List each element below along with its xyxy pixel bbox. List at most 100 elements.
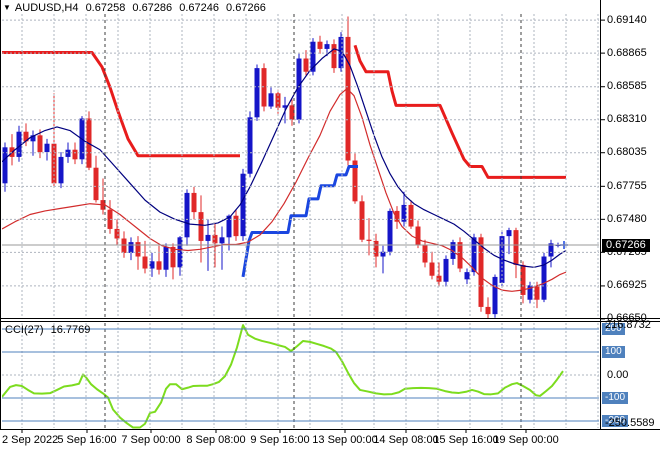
candle-body-down xyxy=(366,239,372,241)
candle-body-down xyxy=(191,192,197,213)
candle-body-up xyxy=(310,41,316,72)
trail-stop-line-blue xyxy=(241,165,358,278)
candle-body-down xyxy=(275,93,281,108)
candle-body-up xyxy=(205,234,211,241)
low-value: 0.67246 xyxy=(179,2,219,14)
candle-body-down xyxy=(373,240,379,257)
chart-title: ▼ AUDUSD,H4 0.67258 0.67286 0.67246 0.672… xyxy=(3,2,270,14)
price-axis-label: 0.68035 xyxy=(607,146,647,159)
time-axis-label: 19 Sep 00:00 xyxy=(493,434,559,446)
candle-body-down xyxy=(429,262,435,276)
candle-body-up xyxy=(65,149,71,157)
candle-body-down xyxy=(394,210,400,222)
price-axis-label: 0.66650 xyxy=(607,312,647,325)
candle-body-down xyxy=(457,242,463,269)
candle-body-down xyxy=(352,160,358,202)
candle-body-up xyxy=(492,276,498,315)
candle-body-down xyxy=(156,261,162,270)
candle-body-down xyxy=(121,238,127,253)
candle-body-down xyxy=(23,131,29,142)
ma-fast-line xyxy=(2,48,567,268)
candle-body-up xyxy=(58,156,64,184)
price-axis-label: 0.67480 xyxy=(607,212,647,225)
cci-level-badge: -100 xyxy=(602,392,629,404)
candle-body-down xyxy=(513,230,519,265)
candle-body-down xyxy=(170,246,176,268)
candle-body-up xyxy=(338,36,344,69)
time-axis-label: 2 Sep 2022 xyxy=(2,434,59,446)
candle-body-up xyxy=(443,258,449,282)
candle-body-down xyxy=(135,242,141,257)
candle-body-up xyxy=(219,237,225,244)
indicator-name: CCI(27) xyxy=(5,324,44,336)
open-value: 0.67258 xyxy=(85,2,126,14)
time-axis-label: 9 Sep 16:00 xyxy=(250,434,310,446)
chevron-down-icon[interactable]: ▼ xyxy=(3,3,11,12)
candle-body-down xyxy=(289,105,295,120)
candle-body-down xyxy=(93,167,99,201)
candle-body-down xyxy=(485,306,491,315)
candle-body-up xyxy=(471,237,477,273)
candle-body-up xyxy=(44,143,50,153)
candle-body-up xyxy=(30,135,36,142)
time-axis-label: 14 Sep 08:00 xyxy=(373,434,439,446)
time-axis-label: 15 Sep 16:00 xyxy=(433,434,499,446)
candle-body-down xyxy=(408,204,414,227)
price-axis-label: 0.68585 xyxy=(607,80,647,93)
candle-body-up xyxy=(240,173,246,237)
candle-body-down xyxy=(317,41,323,49)
candle-body-up xyxy=(548,243,554,257)
candle-body-down xyxy=(331,44,337,69)
price-axis-label: 0.68310 xyxy=(607,113,647,126)
time-axis-label: 5 Sep 16:00 xyxy=(57,434,117,446)
price-axis-label: 0.66925 xyxy=(607,279,647,292)
candle-body-up xyxy=(464,272,470,280)
ma-slow-line xyxy=(2,87,567,292)
candle-body-down xyxy=(233,215,239,237)
cci-min-value: -250.5589 xyxy=(605,417,655,429)
cci-level-label: 0.00 xyxy=(607,368,629,381)
candle-body-down xyxy=(422,244,428,263)
candle-body-up xyxy=(247,117,253,174)
candle-body-down xyxy=(198,212,204,241)
candle-body-up xyxy=(527,285,533,300)
candle-body-down xyxy=(261,68,267,107)
indicator-label: CCI(27) 16.7769 xyxy=(5,324,94,336)
candle-body-down xyxy=(142,256,148,269)
candle-body-up xyxy=(149,261,155,269)
candle-body-up xyxy=(226,215,232,238)
candle-body-up xyxy=(2,147,8,184)
price-axis-label: 0.68865 xyxy=(607,46,647,59)
candle-body-up xyxy=(254,68,260,118)
trail-stop-line-red xyxy=(2,51,240,158)
candle-body-down xyxy=(37,135,43,153)
candle-body-up xyxy=(282,105,288,108)
candle-body-up xyxy=(128,242,134,253)
candle-body-up xyxy=(184,192,190,238)
candle-body-up xyxy=(541,256,547,300)
time-axis-label: 13 Sep 00:00 xyxy=(312,434,378,446)
candle-body-up xyxy=(296,58,302,120)
candle-body-down xyxy=(359,201,365,240)
candle-body-up xyxy=(380,251,386,257)
candle-body-up xyxy=(324,44,330,49)
high-value: 0.67286 xyxy=(132,2,173,14)
candle-body-down xyxy=(212,234,218,244)
candle-body-down xyxy=(72,149,78,160)
trail-stop-line-red xyxy=(353,44,566,179)
price-axis-label: 0.69140 xyxy=(607,13,647,26)
symbol-label: AUDUSD,H4 xyxy=(14,2,79,14)
time-axis-label: 8 Sep 08:00 xyxy=(186,434,246,446)
cci-level-badge: 200 xyxy=(602,323,625,335)
candle-body-up xyxy=(268,93,274,107)
current-price-badge: 0.67266 xyxy=(602,238,650,252)
candle-body-down xyxy=(436,275,442,282)
candle-body-down xyxy=(114,228,120,239)
candle-body-up xyxy=(16,131,22,157)
candle-body-up xyxy=(163,246,169,270)
candle-body-down xyxy=(520,264,526,295)
price-axis-label: 0.67755 xyxy=(607,179,647,192)
close-value: 0.67266 xyxy=(226,2,266,14)
